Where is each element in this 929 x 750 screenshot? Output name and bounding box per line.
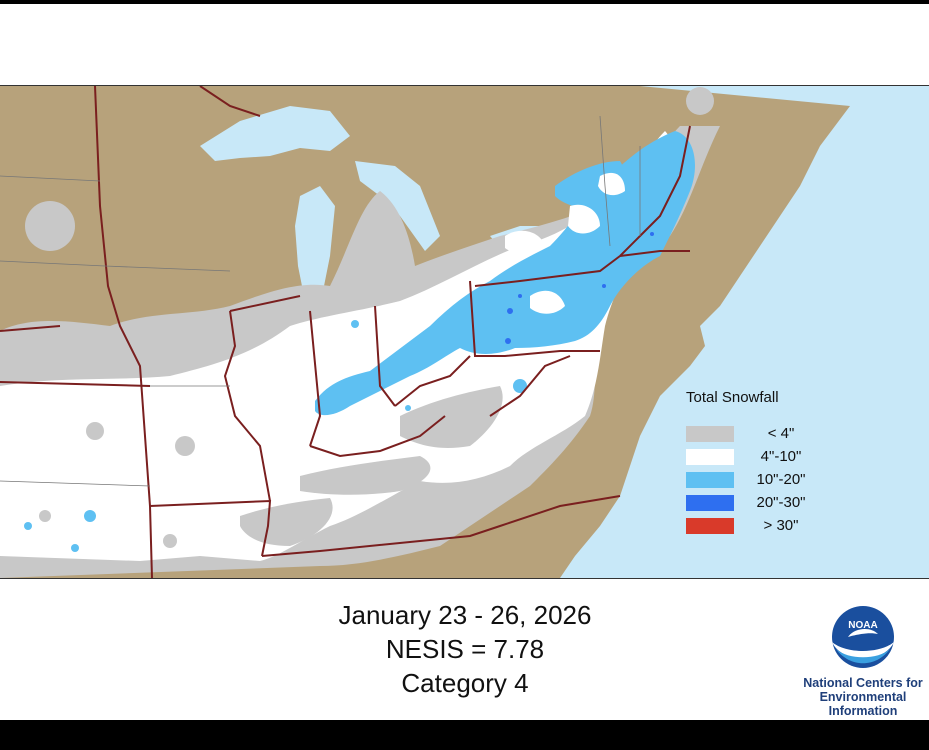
snowfall-10-20-region [24, 131, 695, 552]
snowfall-4-10-region [0, 131, 673, 561]
legend-swatch-under-4 [686, 425, 734, 442]
lake-superior [200, 106, 350, 161]
snowfall-map [0, 85, 929, 579]
legend-swatch-over-30 [686, 517, 734, 534]
state-borders [0, 86, 691, 578]
legend-label-20-30: 20"-30" [756, 494, 806, 511]
agency-line-1: National Centers for [803, 676, 923, 690]
legend-swatch-20-30 [686, 494, 734, 511]
storm-caption: January 23 - 26, 2026 NESIS = 7.78 Categ… [290, 598, 640, 700]
legend-title: Total Snowfall [686, 389, 779, 406]
nesis-value: NESIS = 7.78 [385, 634, 545, 664]
legend-label-10-20: 10"-20" [756, 471, 806, 488]
map-legend: Total Snowfall < 4" 4"-10" 10"-20" 20"-3… [686, 389, 826, 537]
legend-item-10-20: 10"-20" [686, 468, 826, 491]
legend-label-over-30: > 30" [763, 517, 799, 534]
legend-item-over-30: > 30" [686, 514, 826, 537]
storm-category: Category 4 [401, 668, 529, 698]
legend-label-4-10: 4"-10" [760, 448, 802, 465]
legend-item-4-10: 4"-10" [686, 445, 826, 468]
figure-panel: Total Snowfall < 4" 4"-10" 10"-20" 20"-3… [0, 4, 929, 720]
noaa-logo-icon: NOAA [832, 606, 894, 668]
snowfall-20-30-region [505, 232, 654, 344]
noaa-logo-text: NOAA [848, 620, 877, 631]
legend-swatch-10-20 [686, 471, 734, 488]
storm-dates: January 23 - 26, 2026 [338, 600, 592, 630]
legend-swatch-4-10 [686, 448, 734, 465]
county-lines [0, 115, 641, 487]
legend-item-under-4: < 4" [686, 422, 826, 445]
ncei-branding: NOAA National Centers for Environmental … [800, 604, 926, 718]
agency-line-3: Information [828, 704, 898, 718]
legend-label-under-4: < 4" [767, 425, 795, 442]
legend-item-20-30: 20"-30" [686, 491, 826, 514]
agency-line-2: Environmental [819, 690, 907, 704]
lake-huron [355, 161, 440, 251]
map-svg [0, 86, 929, 578]
lake-michigan [295, 186, 335, 306]
atlantic-ocean [560, 86, 929, 578]
